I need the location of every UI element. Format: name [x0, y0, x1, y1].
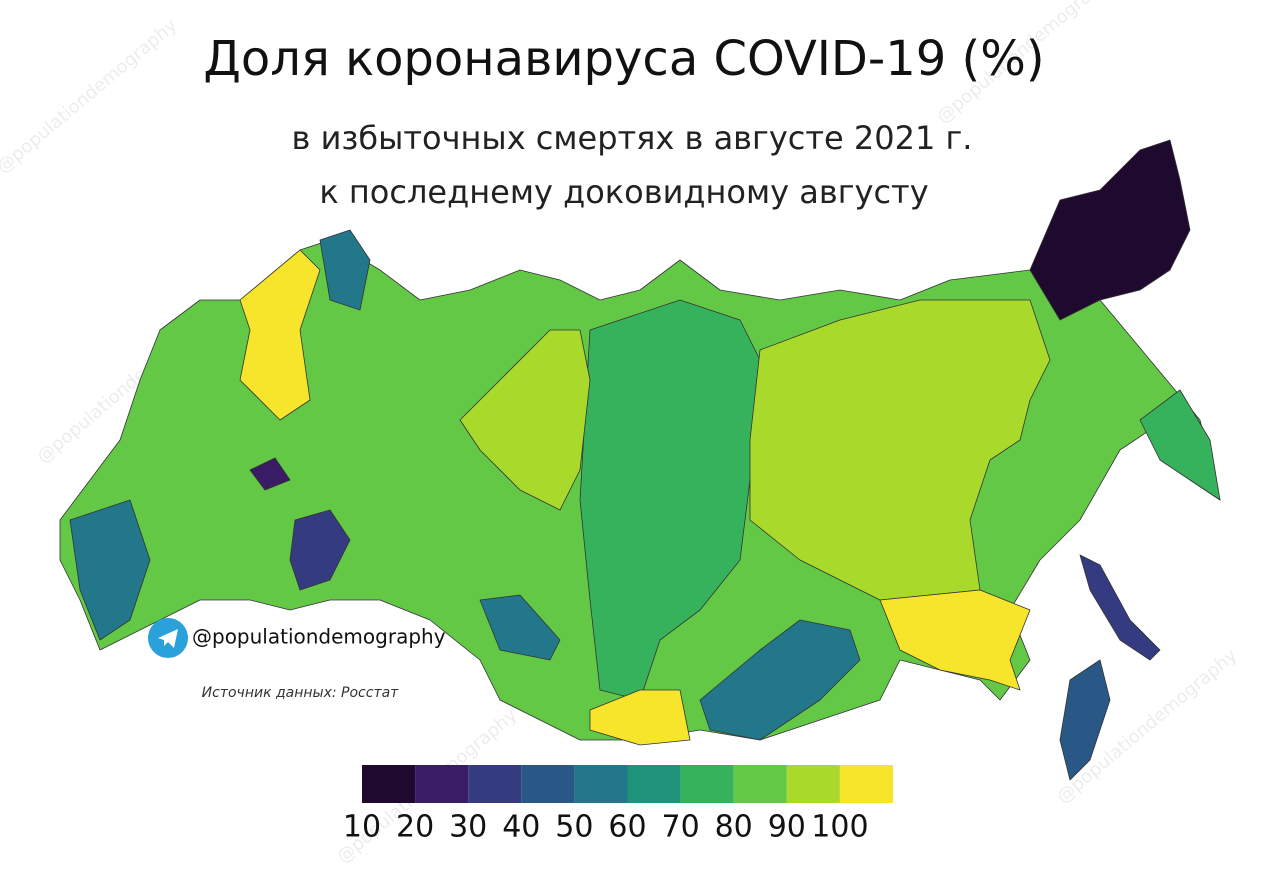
region [1079, 554, 1161, 661]
subtitle-line: в избыточных смертях в августе 2021 г. [292, 119, 973, 157]
legend-label: 100 [811, 810, 868, 845]
region [479, 594, 561, 661]
legend-swatch [786, 765, 840, 803]
region [239, 249, 321, 421]
legend-swatch [733, 765, 787, 803]
source: Источник данных: Росстат [202, 685, 400, 701]
legend: 10 20 30 40 50 60 70 80 90 100 [343, 765, 893, 845]
region [249, 457, 291, 491]
legend-label: 40 [502, 810, 540, 845]
map [59, 139, 1221, 781]
telegram-plane [158, 629, 178, 648]
legend-swatch [521, 765, 575, 803]
region [589, 689, 691, 746]
region [1029, 139, 1191, 321]
region [749, 299, 1051, 601]
legend-swatch [680, 765, 734, 803]
legend-swatch [574, 765, 628, 803]
region [69, 499, 151, 641]
legend-swatch [627, 765, 681, 803]
region [459, 329, 591, 511]
legend-label: 50 [555, 810, 593, 845]
legend-swatch [415, 765, 469, 803]
region [1139, 389, 1221, 501]
region [289, 509, 351, 591]
region [579, 299, 761, 701]
title: Доля коронавируса COVID-19 (%) [203, 31, 1044, 87]
legend-label: 80 [715, 810, 753, 845]
region [319, 229, 371, 311]
legend-label: 60 [608, 810, 646, 845]
region [879, 589, 1031, 691]
legend-label: 70 [662, 810, 700, 845]
legend-label: 90 [768, 810, 806, 845]
legend-label: 20 [396, 810, 434, 845]
legend-label: 10 [343, 810, 381, 845]
region [1059, 659, 1111, 781]
legend-swatch [362, 765, 416, 803]
legend-swatch [839, 765, 893, 803]
region [699, 619, 861, 741]
handle: @populationdemography [192, 625, 446, 649]
legend-swatch [468, 765, 522, 803]
legend-label: 30 [449, 810, 487, 845]
subtitle-line: к последнему доковидному августу [319, 173, 928, 211]
